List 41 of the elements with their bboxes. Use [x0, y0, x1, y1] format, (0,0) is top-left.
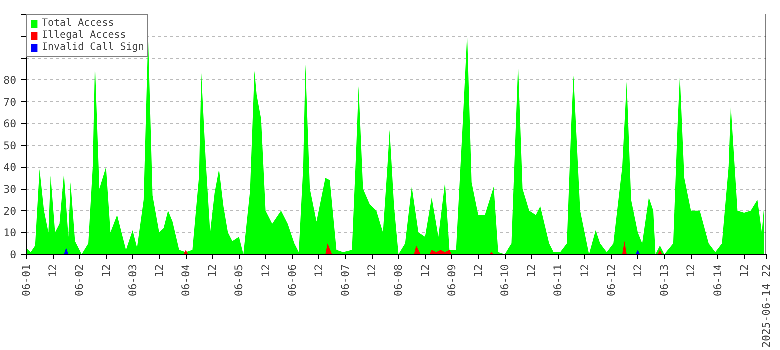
y-tick-label: 0 — [10, 248, 17, 262]
x-tick-label: 06-03 — [126, 264, 140, 297]
y-tick-label: 30 — [4, 183, 17, 196]
x-tick-label: 12 — [259, 264, 272, 278]
x-tick-label: 12 — [472, 264, 485, 278]
x-tick-label: 06-08 — [392, 264, 406, 297]
x-tick-label: 06-02 — [73, 264, 86, 297]
x-tick-label: 12 — [152, 264, 166, 278]
x-tick-label: 06-01 — [20, 264, 33, 297]
y-tick-label: 70 — [4, 96, 17, 109]
legend-label: Total Access — [42, 18, 114, 29]
x-tick-label: 06-09 — [445, 264, 458, 297]
x-tick-label: 06-14 — [711, 264, 724, 297]
y-tick-label: 10 — [4, 226, 17, 240]
y-tick-label: 20 — [4, 204, 17, 218]
x-tick-label: 12 — [206, 264, 220, 278]
x-tick-label: 06-12 — [604, 264, 618, 297]
legend-label: Illegal Access — [42, 30, 126, 41]
x-tick-label: 12 — [418, 264, 432, 278]
x-tick-label: 12 — [100, 264, 113, 278]
x-tick-label: 12 — [312, 264, 326, 278]
x-tick-label: 12 — [684, 264, 698, 278]
x-tick-label: 06-10 — [498, 264, 512, 297]
x-tick-label: 06-06 — [286, 264, 299, 297]
x-tick-label: 12 — [46, 264, 60, 278]
y-tick-label: 50 — [4, 139, 17, 152]
x-tick-label: 06-11 — [552, 264, 565, 297]
y-tick-label: 60 — [4, 118, 17, 131]
x-tick-label: 12 — [366, 264, 379, 278]
x-tick-label: 06-07 — [339, 264, 352, 297]
x-tick-label: 12 — [631, 264, 644, 278]
x-tick-label: 2025-06-14 22 — [760, 264, 773, 348]
x-tick-label: 06-04 — [180, 264, 193, 297]
x-tick-label: 12 — [578, 264, 592, 278]
y-tick-label: 40 — [4, 161, 17, 174]
x-tick-label: 12 — [738, 264, 751, 278]
x-tick-label: 06-05 — [232, 264, 246, 297]
legend-label: Invalid Call Sign — [42, 42, 144, 53]
y-tick-label: 80 — [4, 74, 17, 87]
x-tick-label: 06-13 — [658, 264, 672, 297]
x-tick-label: 12 — [525, 264, 538, 278]
